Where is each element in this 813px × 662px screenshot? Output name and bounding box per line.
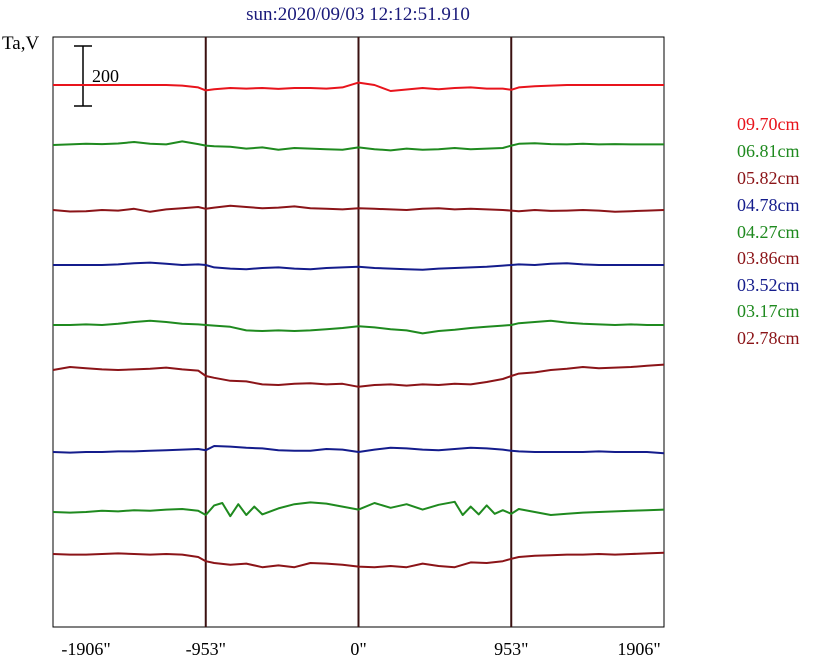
legend-item-09.70cm: 09.70cm: [737, 114, 800, 134]
chart-title: sun:2020/09/03 12:12:51.910: [246, 4, 470, 25]
legend-item-03.86cm: 03.86cm: [737, 248, 800, 268]
vertical-markers: [204, 37, 513, 627]
trace-03.86cm: [52, 363, 665, 388]
trace-05.82cm: [52, 204, 665, 213]
scale-bar-label: 200: [92, 66, 119, 86]
legend-item-03.17cm: 03.17cm: [737, 301, 800, 321]
x-tick-labels: -1906" -953" 0" 953" 1906": [61, 639, 660, 659]
x-tick-label: -1906": [61, 639, 110, 659]
trace-03.52cm: [52, 445, 665, 455]
x-tick-label: 0": [350, 639, 366, 659]
legend-item-06.81cm: 06.81cm: [737, 141, 800, 161]
traces: [52, 81, 665, 569]
trace-04.27cm: [53, 319, 664, 335]
trace-02.78cm: [52, 551, 665, 569]
legend: 09.70cm 06.81cm 05.82cm 04.78cm 04.27cm 03.86…: [737, 114, 800, 348]
x-tick-label: -953": [186, 639, 226, 659]
x-tick-label: 1906": [617, 639, 660, 659]
scale-bar: 200: [74, 45, 119, 107]
trace-03.17cm: [52, 500, 665, 518]
legend-item-04.78cm: 04.78cm: [737, 195, 800, 215]
trace-06.81cm: [52, 140, 664, 152]
trace-04.78cm: [53, 261, 664, 271]
legend-item-03.52cm: 03.52cm: [737, 275, 800, 295]
x-tick-label: 953": [494, 639, 528, 659]
legend-item-05.82cm: 05.82cm: [737, 168, 800, 188]
trace-09.70cm: [53, 81, 664, 92]
legend-item-02.78cm: 02.78cm: [737, 328, 800, 348]
y-axis-label: Ta,V: [2, 33, 39, 54]
legend-item-04.27cm: 04.27cm: [737, 222, 800, 242]
